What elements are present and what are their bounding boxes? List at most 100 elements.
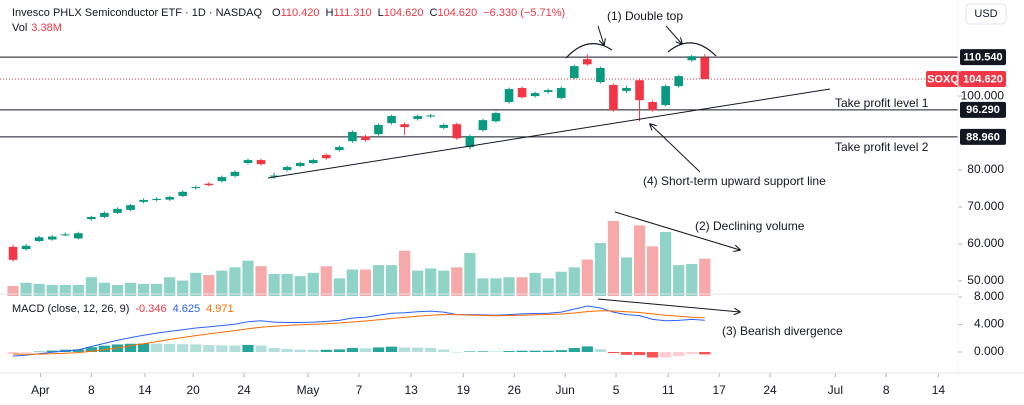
volume-bar (594, 243, 606, 296)
x-tick-label: 5 (613, 383, 620, 397)
volume-bar (46, 284, 58, 296)
currency-box[interactable] (965, 3, 1007, 25)
level-label: 110.540 (963, 52, 1002, 64)
histogram-bar (425, 347, 437, 353)
candle-body (583, 59, 592, 65)
histogram-bar (307, 349, 319, 353)
histogram-bar (229, 345, 241, 353)
candle-body (413, 116, 422, 120)
candle-body (674, 76, 683, 87)
candle-body (687, 56, 697, 61)
annotation: (3) Bearish divergence (722, 324, 843, 338)
candle-body (34, 237, 44, 241)
support-line (267, 88, 831, 179)
y-tick-label: 8.000 (974, 289, 1004, 303)
x-tick-label: 7 (356, 383, 363, 397)
histogram-bar (20, 352, 32, 353)
currency[interactable]: USD (974, 8, 997, 20)
histogram-bar (607, 352, 620, 354)
histogram-bar (216, 345, 228, 353)
volume-bar (660, 232, 672, 296)
volume-bar (568, 267, 580, 296)
volume-bar (607, 221, 620, 296)
volume-bar (699, 258, 711, 296)
candle-body (217, 177, 227, 182)
candle-body (556, 87, 566, 98)
top-arc (565, 43, 613, 59)
quote-value: 110.420 (281, 7, 320, 19)
arrow (614, 211, 740, 250)
candle-body (8, 246, 18, 260)
volume-bar (177, 280, 189, 296)
candle-body (478, 120, 488, 131)
x-tick-label: 26 (508, 383, 522, 397)
histogram-bar (660, 352, 672, 358)
candle-body (465, 136, 475, 148)
volume-bar (268, 273, 280, 296)
candle-body (230, 171, 240, 176)
histogram-bar (503, 351, 515, 353)
histogram-bar (85, 347, 97, 353)
annotation: (4) Short-term upward support line (643, 174, 826, 188)
candle-body (530, 93, 540, 97)
volume-bar (190, 272, 202, 296)
histogram-bar (203, 345, 215, 353)
volume-bar (59, 284, 71, 296)
histogram-bar (581, 346, 593, 353)
hist-value: -0.346 (135, 303, 166, 315)
volume-bar (503, 277, 515, 296)
symbol-title: Invesco PHLX Semiconductor ETF · 1D · NA… (12, 7, 262, 19)
candle-body (152, 198, 161, 200)
candle-body (439, 124, 449, 128)
level-tag (960, 128, 1006, 145)
histogram-bar (385, 346, 398, 353)
histogram-bar (673, 352, 685, 357)
quote-value: 104.620 (384, 7, 424, 19)
histogram-bar (320, 349, 332, 353)
candle-body (100, 212, 109, 217)
histogram-bar (177, 344, 189, 353)
histogram-bar (699, 352, 711, 355)
volume-bar (7, 286, 19, 296)
volume-bar (372, 265, 385, 296)
candle-body (21, 245, 31, 250)
macd-line (13, 305, 705, 357)
volume-bar (359, 269, 372, 296)
candle-body (256, 160, 266, 165)
candle-body (517, 87, 527, 98)
front-layer: Apr 8 14 20 24 May 7 13 19 26 Jun 5 11 17 24 Jul 8 14 110.… (31, 49, 1006, 397)
volume-bar (686, 264, 698, 296)
volume-bar (33, 283, 45, 296)
histogram-bar (281, 349, 293, 353)
layers: 50.000 60.000 70.000 80.000 100.000 0.000 4.00… (0, 49, 1006, 397)
volume-bar (255, 266, 267, 296)
candle-body (191, 187, 201, 189)
histogram-bar (464, 351, 476, 353)
histogram-bar (190, 344, 202, 353)
volume-header: Vol 3.38M (12, 22, 62, 34)
volume-bar (464, 252, 476, 296)
symbol-tag (926, 71, 960, 88)
volume-bar (438, 270, 450, 296)
volume-bar (307, 272, 319, 296)
histogram-bar (46, 350, 58, 353)
histogram-bar (33, 351, 45, 353)
histogram-bar (555, 350, 567, 353)
histogram-bar (620, 352, 633, 355)
volume-bar (20, 282, 32, 296)
x-tick-label: 24 (237, 383, 251, 397)
arrow (597, 298, 740, 312)
x-tick-label: 8 (88, 383, 95, 397)
volume-bar (555, 271, 567, 296)
histogram-bar (255, 345, 267, 353)
arrow (650, 124, 701, 173)
y-tick-label: 80.000 (967, 162, 1004, 176)
back-layer: 50.000 60.000 70.000 80.000 100.000 0.000 4.00… (7, 88, 1004, 358)
histogram-bar (7, 352, 19, 355)
x-tick-label: 24 (763, 383, 777, 397)
volume-bar (451, 267, 463, 296)
volume-bar (333, 278, 345, 296)
volume-bar (412, 270, 424, 296)
quote-value: 111.310 (334, 7, 372, 19)
histogram-bar (372, 347, 385, 353)
